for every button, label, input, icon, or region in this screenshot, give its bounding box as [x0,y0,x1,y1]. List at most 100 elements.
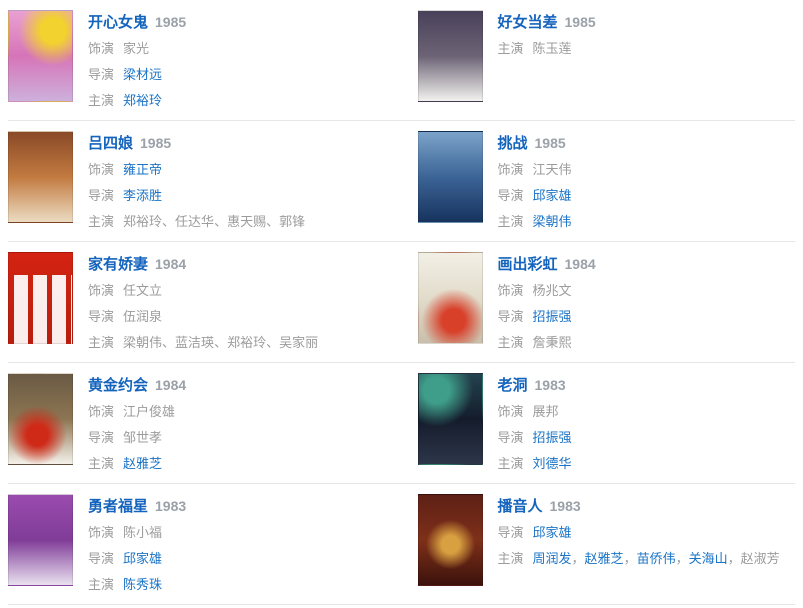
movie-info: 好女当差 1985 主演 陈玉莲 [498,10,596,62]
person-link[interactable]: 邱家雄 [532,525,572,540]
credit-label: 饰演 [497,162,524,177]
movie-year: 1984 [155,256,187,272]
person-link[interactable]: 苗侨伟 [636,551,676,566]
name-separator: ， [727,551,741,566]
person-name: 吴家丽 [279,335,319,350]
person-name: 陈玉莲 [532,41,572,56]
movie-entry: 挑战 1985 饰演 江天伟 导演 邱家雄 主演 梁朝伟 [417,131,572,241]
movie-title-line: 画出彩虹 1984 [498,254,596,275]
movie-entry: 开心女鬼 1985 饰演 家光 导演 梁材远 主演 郑裕玲 [8,10,186,120]
boyinren-poster[interactable] [417,494,483,586]
person-link[interactable]: 邱家雄 [532,188,572,203]
credit-line: 导演 邹世孝 [88,425,186,451]
credit-label: 主演 [88,456,115,471]
movie-title-link[interactable]: 画出彩虹 [497,256,558,273]
credit-line: 主演 梁朝伟 [498,209,572,235]
movie-title-line: 开心女鬼 1985 [88,12,186,33]
name-separator: 、 [214,335,228,350]
name-separator: 、 [266,214,280,229]
credit-line: 主演 陈秀珠 [88,572,186,598]
person-link[interactable]: 梁朝伟 [532,214,572,229]
laodong-poster[interactable] [417,373,483,465]
person-link[interactable]: 邱家雄 [123,551,163,566]
credit-label: 饰演 [497,404,524,419]
person-name: 任达华 [175,214,215,229]
credit-line: 饰演 江天伟 [498,157,572,183]
credit-line: 导演 伍润泉 [88,304,318,330]
column-right-cell: 挑战 1985 饰演 江天伟 导演 邱家雄 主演 梁朝伟 [402,131,796,241]
person-link[interactable]: 郑裕玲 [123,93,163,108]
credit-label: 主演 [88,214,115,229]
movie-entry: 播音人 1983 导演 邱家雄 主演 周润发，赵雅芝，苗侨伟，关海山，赵淑芳 [417,494,780,604]
person-link[interactable]: 赵雅芝 [584,551,624,566]
credit-label: 导演 [88,67,115,82]
name-separator: ， [623,551,637,566]
movie-row: 吕四娘 1985 饰演 雍正帝 导演 李添胜 主演 郑裕玲、任达华、惠天赐、郭锋 挑战 198… [8,121,795,242]
movie-title-link[interactable]: 好女当差 [497,14,558,31]
yongzhe-fuxing-poster[interactable] [8,494,73,586]
huangjin-yuehui-poster[interactable] [8,373,73,465]
credit-line: 导演 李添胜 [88,183,305,209]
person-name: 蓝洁瑛 [175,335,215,350]
movie-info: 老洞 1983 饰演 展邦 导演 招振强 主演 刘德华 [498,373,572,477]
movie-info: 挑战 1985 饰演 江天伟 导演 邱家雄 主演 梁朝伟 [498,131,572,235]
haonv-dangchai-poster[interactable] [417,10,483,102]
movie-entry: 勇者福星 1983 饰演 陈小福 导演 邱家雄 主演 陈秀珠 [8,494,186,604]
column-right-cell: 好女当差 1985 主演 陈玉莲 [402,10,796,120]
person-link[interactable]: 陈秀珠 [123,577,163,592]
movie-credits: 饰演 陈小福 导演 邱家雄 主演 陈秀珠 [88,520,186,598]
movie-title-link[interactable]: 勇者福星 [88,498,149,515]
column-right-cell: 播音人 1983 导演 邱家雄 主演 周润发，赵雅芝，苗侨伟，关海山，赵淑芳 [402,494,796,604]
person-link[interactable]: 招振强 [532,309,572,324]
movie-info: 画出彩虹 1984 饰演 杨兆文 导演 招振强 主演 詹秉熙 [498,252,596,356]
movie-title-link[interactable]: 老洞 [497,377,528,394]
credit-line: 饰演 雍正帝 [88,157,305,183]
movie-title-link[interactable]: 黄金约会 [88,377,149,394]
credit-label: 导演 [88,309,115,324]
movie-credits: 主演 陈玉莲 [498,36,596,62]
person-link[interactable]: 雍正帝 [123,162,163,177]
credit-label: 主演 [497,214,524,229]
movie-title-line: 挑战 1985 [498,133,572,154]
person-link[interactable]: 赵雅芝 [123,456,163,471]
movie-entry: 老洞 1983 饰演 展邦 导演 招振强 主演 刘德华 [417,373,572,483]
movie-title-line: 老洞 1983 [498,375,572,396]
credit-label: 主演 [497,41,524,56]
huachu-caihong-poster[interactable] [417,252,483,344]
credit-label: 饰演 [88,404,115,419]
movie-title-link[interactable]: 家有娇妻 [88,256,149,273]
person-link[interactable]: 刘德华 [532,456,572,471]
movie-year: 1983 [549,498,581,514]
person-link[interactable]: 李添胜 [123,188,163,203]
movie-year: 1985 [155,14,187,30]
person-link[interactable]: 周润发 [532,551,572,566]
column-right-cell: 老洞 1983 饰演 展邦 导演 招振强 主演 刘德华 [402,373,796,483]
credit-label: 导演 [497,309,524,324]
credit-line: 饰演 杨兆文 [498,278,596,304]
credit-line: 导演 梁材远 [88,62,186,88]
movie-title-line: 吕四娘 1985 [88,133,305,154]
person-name: 詹秉熙 [532,335,572,350]
column-left-cell: 家有娇妻 1984 饰演 任文立 导演 伍润泉 主演 梁朝伟、蓝洁瑛、郑裕玲、吴家丽 [8,252,402,362]
movie-title-line: 好女当差 1985 [498,12,596,33]
movie-title-link[interactable]: 开心女鬼 [88,14,149,31]
movie-credits: 导演 邱家雄 主演 周润发，赵雅芝，苗侨伟，关海山，赵淑芳 [498,520,780,572]
credit-line: 饰演 陈小福 [88,520,186,546]
person-link[interactable]: 招振强 [532,430,572,445]
movie-title-link[interactable]: 吕四娘 [88,135,134,152]
person-link[interactable]: 梁材远 [123,67,163,82]
movie-title-link[interactable]: 播音人 [497,498,543,515]
movie-row: 黄金约会 1984 饰演 江户俊雄 导演 邹世孝 主演 赵雅芝 老洞 1983 饰演 展邦 导演招… [8,363,795,484]
jiayou-jiaoqi-poster[interactable] [8,252,73,344]
name-separator: 、 [266,335,280,350]
credit-label: 饰演 [497,283,524,298]
person-link[interactable]: 关海山 [688,551,728,566]
movie-title-link[interactable]: 挑战 [497,135,528,152]
tiaozhan-poster[interactable] [417,131,483,223]
kaixin-nvgui-poster[interactable] [8,10,73,102]
movie-year: 1985 [534,135,566,151]
lvsiniang-poster[interactable] [8,131,73,223]
movie-title-line: 黄金约会 1984 [88,375,186,396]
column-left-cell: 吕四娘 1985 饰演 雍正帝 导演 李添胜 主演 郑裕玲、任达华、惠天赐、郭锋 [8,131,402,241]
movie-title-line: 播音人 1983 [498,496,780,517]
